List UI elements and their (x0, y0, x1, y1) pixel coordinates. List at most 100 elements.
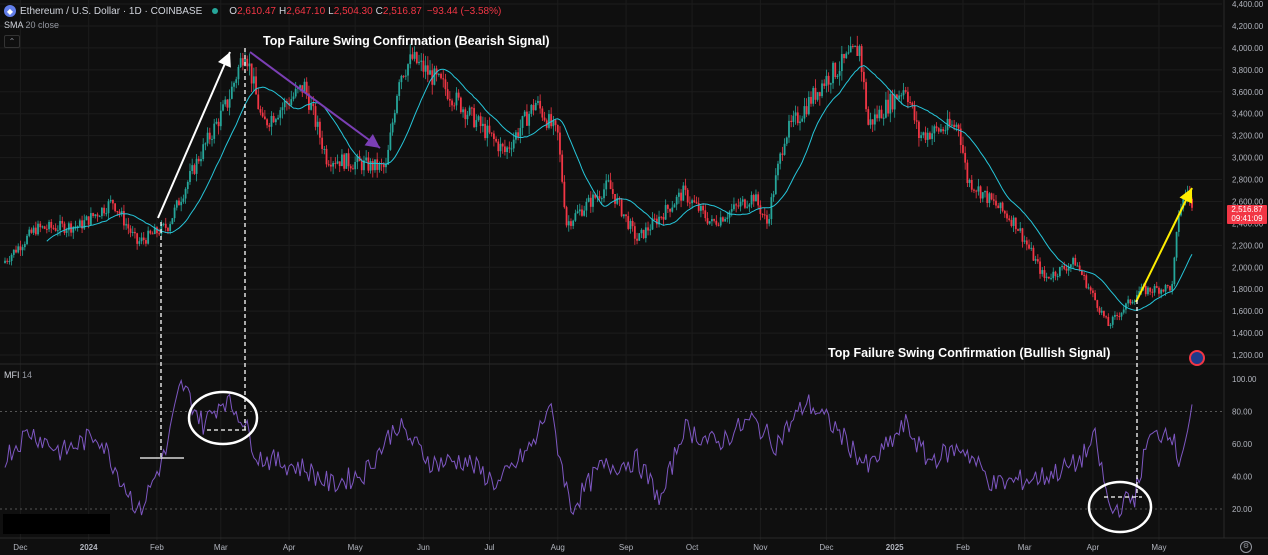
candle-body (880, 109, 883, 119)
candle-body (856, 45, 859, 56)
candle-body (167, 227, 169, 231)
candle-body (968, 179, 971, 183)
candle-body (1025, 240, 1028, 245)
mfi-legend[interactable]: MFI 14 (4, 370, 32, 380)
candle-body (352, 168, 354, 170)
time-axis-tick: Mar (214, 543, 228, 552)
candle-body (442, 78, 445, 80)
candle-body (259, 109, 262, 113)
candle-body (966, 162, 969, 183)
candle-body (28, 229, 31, 236)
candle-body (611, 189, 614, 195)
candle-body (567, 221, 570, 226)
candle-body (204, 143, 207, 145)
candle-body (827, 75, 830, 85)
candle-body (887, 99, 889, 114)
candle-body (184, 189, 187, 199)
candle-body (823, 83, 826, 86)
annotation-bearish: Top Failure Swing Confirmation (Bearish … (263, 34, 550, 48)
chevron-up-icon: ⌃ (8, 37, 16, 46)
candle-body (1063, 266, 1066, 269)
candle-body (704, 210, 707, 219)
candle-body (140, 237, 143, 242)
candle-body (180, 201, 183, 206)
candle-body (603, 189, 605, 199)
candle-body (484, 123, 486, 139)
candle-body (1003, 210, 1006, 214)
candle-body (299, 85, 301, 88)
candle-body (805, 106, 808, 115)
candle-body (136, 233, 139, 244)
open-value: 2,610.47 (237, 5, 276, 17)
candle-body (270, 115, 273, 127)
candle-body (37, 223, 39, 235)
candle-body (1136, 294, 1138, 301)
candle-body (228, 98, 231, 108)
candle-body (600, 198, 603, 200)
candle-body (1169, 286, 1171, 291)
candle-body (512, 139, 515, 149)
candle-body (959, 128, 962, 146)
candle-body (50, 221, 53, 228)
low-value: 2,504.30 (333, 5, 373, 17)
candle-body (1034, 259, 1037, 261)
candle-body (1177, 215, 1180, 232)
candle-body (1065, 268, 1068, 271)
candle-body (1155, 286, 1158, 288)
candle-body (677, 192, 680, 197)
candle-body (279, 110, 282, 118)
candle-body (935, 126, 938, 129)
sma-legend[interactable]: SMA 20 close (4, 20, 59, 30)
candle-body (929, 132, 931, 139)
candle-body (118, 211, 121, 214)
candle-body (67, 223, 70, 231)
candle-body (940, 129, 942, 132)
symbol-legend[interactable]: ◆ Ethereum / U.S. Dollar · 1D · COINBASE… (4, 2, 501, 20)
candle-body (847, 52, 850, 54)
candle-body (706, 218, 709, 224)
candle-body (849, 45, 852, 53)
candle-body (308, 93, 310, 110)
candle-body (1056, 276, 1059, 278)
candle-body (825, 75, 828, 86)
candle-body (812, 87, 815, 104)
candle-body (851, 45, 854, 47)
candle-body (266, 119, 268, 126)
candle-body (277, 117, 279, 120)
candle-body (45, 228, 48, 230)
candle-body (411, 54, 414, 59)
candle-body (1105, 316, 1108, 318)
collapse-legend-button[interactable]: ⌃ (4, 35, 20, 48)
candle-body (26, 235, 28, 245)
candle-body (468, 107, 471, 115)
candle-body (647, 227, 649, 231)
candle-body (951, 124, 953, 126)
price-axis-tick: 1,400.00 (1232, 329, 1264, 338)
us-flag-event-icon[interactable] (1189, 350, 1205, 366)
candle-body (774, 175, 777, 195)
candle-body (896, 94, 898, 100)
candle-body (109, 199, 112, 202)
time-axis-tick: May (348, 543, 363, 552)
candle-body (697, 203, 700, 211)
candle-body (338, 161, 341, 167)
candle-body (138, 241, 141, 244)
candle-body (673, 204, 676, 208)
candle-body (376, 159, 379, 170)
candle-body (490, 132, 493, 134)
candle-body (937, 128, 940, 132)
settings-gear-icon[interactable]: ⚙ (1240, 541, 1252, 553)
candle-body (889, 93, 892, 114)
candle-body (422, 60, 425, 72)
candle-body (363, 160, 365, 171)
candle-body (1131, 301, 1134, 304)
candle-body (374, 159, 376, 171)
high-value: 2,647.10 (286, 5, 326, 17)
candle-body (686, 189, 689, 203)
candle-body (891, 93, 894, 110)
candle-body (970, 179, 973, 190)
candle-body (72, 226, 75, 233)
candle-body (997, 205, 1000, 209)
candle-body (347, 153, 350, 167)
